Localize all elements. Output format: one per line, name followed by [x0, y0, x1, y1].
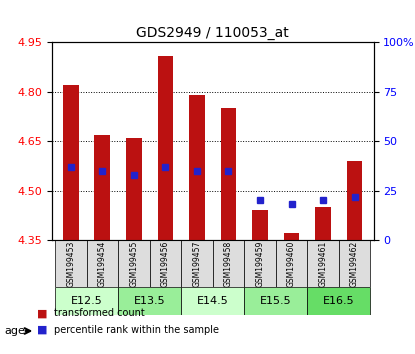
Text: ■: ■ [37, 308, 48, 318]
Text: GSM199462: GSM199462 [350, 241, 359, 287]
Text: age: age [4, 326, 25, 336]
Text: E13.5: E13.5 [134, 296, 166, 306]
Text: ■: ■ [37, 325, 48, 335]
Text: GSM199461: GSM199461 [319, 241, 327, 287]
Text: GSM199457: GSM199457 [193, 240, 201, 287]
FancyBboxPatch shape [118, 287, 181, 315]
FancyBboxPatch shape [307, 240, 339, 287]
Text: E14.5: E14.5 [197, 296, 229, 306]
Bar [283, 233, 299, 240]
FancyBboxPatch shape [55, 287, 118, 315]
Text: GSM199456: GSM199456 [161, 240, 170, 287]
Text: transformed count: transformed count [54, 308, 145, 318]
Bar [189, 95, 205, 240]
FancyBboxPatch shape [244, 287, 307, 315]
Text: GSM199453: GSM199453 [66, 240, 75, 287]
FancyBboxPatch shape [276, 240, 307, 287]
Title: GDS2949 / 110053_at: GDS2949 / 110053_at [136, 26, 289, 40]
Text: GSM199460: GSM199460 [287, 240, 296, 287]
Bar [95, 135, 110, 240]
FancyBboxPatch shape [87, 240, 118, 287]
Bar [252, 210, 268, 240]
FancyBboxPatch shape [55, 240, 87, 287]
Text: E16.5: E16.5 [323, 296, 355, 306]
Text: E15.5: E15.5 [260, 296, 292, 306]
Text: percentile rank within the sample: percentile rank within the sample [54, 325, 219, 335]
FancyBboxPatch shape [307, 287, 370, 315]
FancyBboxPatch shape [181, 240, 213, 287]
FancyBboxPatch shape [244, 240, 276, 287]
Text: GSM199458: GSM199458 [224, 241, 233, 287]
Text: E12.5: E12.5 [71, 296, 103, 306]
Bar [158, 56, 173, 240]
FancyBboxPatch shape [150, 240, 181, 287]
Bar [347, 161, 362, 240]
FancyBboxPatch shape [213, 240, 244, 287]
Bar [126, 138, 142, 240]
Bar [220, 108, 236, 240]
FancyBboxPatch shape [181, 287, 244, 315]
FancyBboxPatch shape [118, 240, 150, 287]
Bar [315, 207, 331, 240]
Bar [63, 85, 79, 240]
FancyBboxPatch shape [339, 240, 370, 287]
Text: GSM199459: GSM199459 [256, 240, 264, 287]
Text: GSM199454: GSM199454 [98, 240, 107, 287]
Text: GSM199455: GSM199455 [129, 240, 138, 287]
